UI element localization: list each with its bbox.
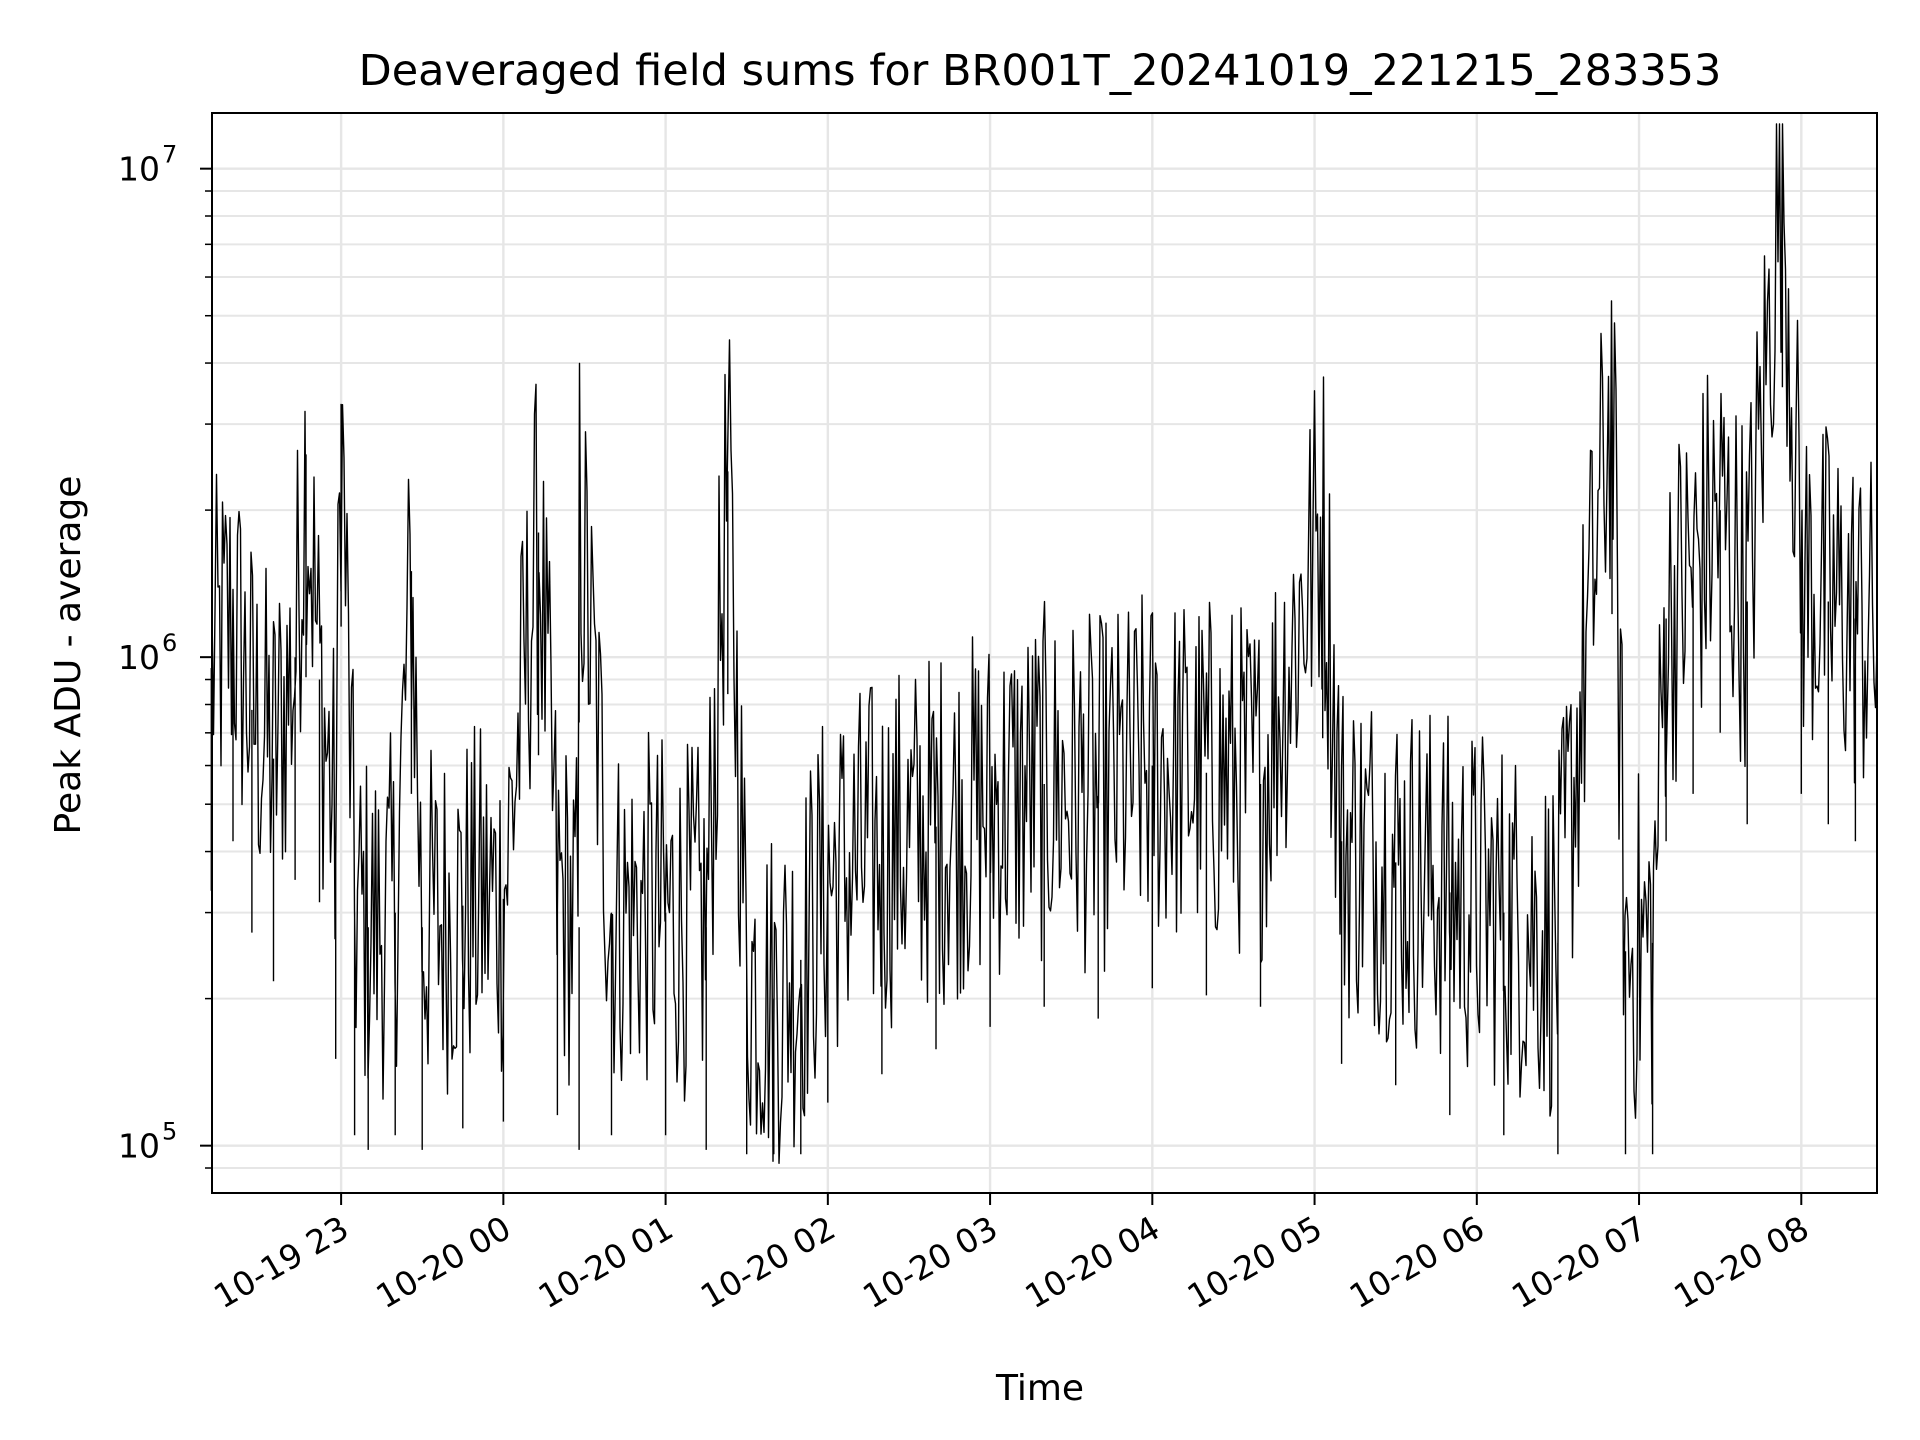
y-tick-base: 10 bbox=[118, 150, 160, 189]
plot-frame bbox=[211, 112, 1878, 1194]
y-tick-label: 10 6 bbox=[118, 629, 177, 677]
y-tick-base: 10 bbox=[118, 638, 160, 677]
y-tick-exponent: 5 bbox=[162, 1118, 177, 1146]
y-axis-label: Peak ADU - average bbox=[48, 476, 89, 835]
series-line bbox=[210, 123, 1878, 1164]
chart-title: Deaveraged field sums for BR001T_2024101… bbox=[359, 46, 1722, 96]
y-tick-exponent: 7 bbox=[162, 141, 177, 169]
y-tick-label: 10 7 bbox=[118, 141, 177, 189]
y-tick-exponent: 6 bbox=[162, 629, 177, 657]
y-tick-base: 10 bbox=[118, 1127, 160, 1166]
x-axis-label: Time bbox=[995, 1368, 1084, 1409]
series-layer bbox=[210, 123, 1878, 1164]
y-tick-label: 10 5 bbox=[118, 1118, 177, 1166]
